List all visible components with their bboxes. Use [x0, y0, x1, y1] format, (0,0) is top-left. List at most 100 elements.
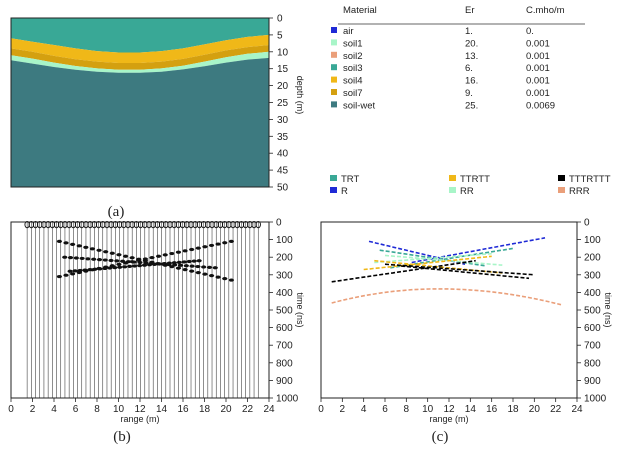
reflection-wiggle	[82, 268, 88, 272]
material-er: 25.	[465, 100, 478, 111]
reflection-wiggle	[62, 255, 68, 259]
material-name: soil4	[343, 76, 363, 87]
reflection-wiggle	[103, 250, 109, 254]
material-conductivity: 0.001	[526, 88, 550, 99]
panel-c-xtick-label: 10	[422, 404, 434, 415]
panel-a-ytick-label: 50	[277, 183, 289, 194]
reflection-wiggle	[96, 258, 103, 262]
layer-soil-wet	[11, 57, 269, 188]
panel-c-ytick-label: 200	[584, 253, 601, 264]
panel-c-ytick-label: 1000	[584, 394, 607, 405]
panel-b-ytick-label: 0	[276, 218, 282, 229]
reflection-wiggle	[108, 258, 114, 263]
caption-b: (b)	[113, 429, 131, 445]
panel-a-ytick-label: 45	[277, 166, 289, 177]
reflection-wiggle	[177, 263, 184, 267]
material-swatch-soil7	[331, 89, 337, 95]
reflection-wiggle	[228, 239, 234, 243]
reflection-wiggle	[206, 265, 213, 269]
materials-header-c: C.mho/m	[526, 5, 565, 16]
reflection-wiggle	[208, 243, 215, 248]
panel-c-ytick-label: 0	[584, 218, 590, 229]
reflection-wiggle	[132, 264, 138, 268]
panel-b-ytick-label: 400	[276, 288, 293, 299]
panel-c-xtick-label: 16	[486, 404, 498, 415]
reflection-wiggle	[195, 246, 201, 250]
arrival-RR	[374, 252, 492, 264]
reflection-wiggle	[109, 251, 115, 255]
panel-a-ytick-label: 5	[277, 30, 283, 41]
reflection-wiggle	[116, 253, 122, 257]
reflection-wiggle	[189, 269, 195, 273]
reflection-wiggle	[208, 274, 215, 278]
reflection-wiggle	[182, 249, 188, 253]
arrival-TTTRTTT	[331, 259, 476, 283]
reflection-wiggle	[70, 242, 76, 246]
legend-label: RR	[460, 186, 474, 197]
reflection-wiggle	[195, 264, 201, 269]
material-conductivity: 0.001	[526, 63, 550, 74]
reflection-wiggle	[83, 245, 89, 249]
reflection-wiggle	[222, 241, 228, 245]
panel-b-ytick-label: 700	[276, 341, 293, 352]
panel-b-radargram: 0 2 4 6 8 10 12 14 16 18 20 22 24 010020030040050060…	[8, 218, 305, 425]
legend-swatch-RRR	[558, 187, 565, 193]
panel-b-xtick-label: 4	[51, 404, 57, 415]
panel-a-model: 0 5 10 15 20 25 30 35 40 45 50 depth (m)	[10, 14, 305, 194]
panel-a-ytick-label: 20	[277, 81, 289, 92]
reflection-wiggle	[131, 260, 137, 264]
reflection-wiggle	[228, 278, 234, 282]
arrival-TTRTT	[363, 255, 492, 271]
reflection-wiggle	[107, 266, 113, 270]
reflection-wiggle	[212, 266, 218, 270]
arrival-TTTRTTT	[400, 265, 530, 280]
panel-c-ytick-label: 900	[584, 376, 601, 387]
material-swatch-air	[331, 27, 337, 33]
reflection-wiggle	[127, 264, 133, 269]
panel-b-ytick-label: 100	[276, 235, 293, 246]
material-conductivity: 0.0069	[526, 100, 555, 111]
material-name: soil-wet	[343, 100, 376, 111]
reflection-wiggle	[102, 266, 108, 271]
reflection-wiggle	[183, 264, 189, 268]
reflection-wiggle	[215, 275, 221, 279]
layer-soil4	[11, 34, 269, 63]
panel-c-xtick-label: 2	[340, 404, 346, 415]
panel-c-ytick-label: 100	[584, 235, 601, 246]
reflection-wiggle	[122, 265, 128, 269]
material-conductivity: 0.001	[526, 38, 550, 49]
panel-b-xtick-label: 6	[73, 404, 79, 415]
materials-table: Material Er C.mho/m air 1. 0. soil1 20. 0.001…	[331, 5, 585, 111]
reflection-wiggle	[120, 259, 126, 263]
reflection-wiggle	[215, 242, 221, 246]
reflection-wiggle	[114, 259, 120, 263]
reflection-wiggle	[202, 245, 208, 249]
arrival-TTTRTTT	[384, 263, 535, 276]
panel-b-xtick-label: 24	[263, 404, 275, 415]
reflection-wiggle	[151, 262, 158, 266]
panel-c-ytick-label: 500	[584, 306, 601, 317]
material-name: soil2	[343, 51, 363, 62]
panel-b-xtick-label: 22	[242, 404, 254, 415]
panel-c-xtick-label: 18	[507, 404, 519, 415]
reflection-wiggle	[87, 268, 93, 272]
legend-label: TTRTT	[460, 174, 490, 185]
panel-c-xtick-label: 14	[465, 404, 477, 415]
reflection-wiggle	[189, 264, 195, 268]
panel-a-ytick-label: 10	[277, 47, 289, 58]
materials-header-material: Material	[343, 5, 377, 16]
panel-c-ytick-label: 600	[584, 323, 601, 334]
reflection-wiggle	[146, 263, 153, 267]
panel-c-xtick-label: 20	[529, 404, 541, 415]
panel-c-xtick-label: 8	[404, 404, 410, 415]
panel-b-ytick-label: 1000	[276, 394, 299, 405]
legend-label: RRR	[569, 186, 590, 197]
caption-c: (c)	[432, 429, 449, 445]
material-er: 13.	[465, 51, 478, 62]
panel-a-ytick-label: 0	[277, 14, 283, 25]
material-name: air	[343, 26, 354, 37]
material-conductivity: 0.001	[526, 76, 550, 87]
materials-header-er: Er	[465, 5, 475, 16]
panel-c-ytick-label: 700	[584, 341, 601, 352]
